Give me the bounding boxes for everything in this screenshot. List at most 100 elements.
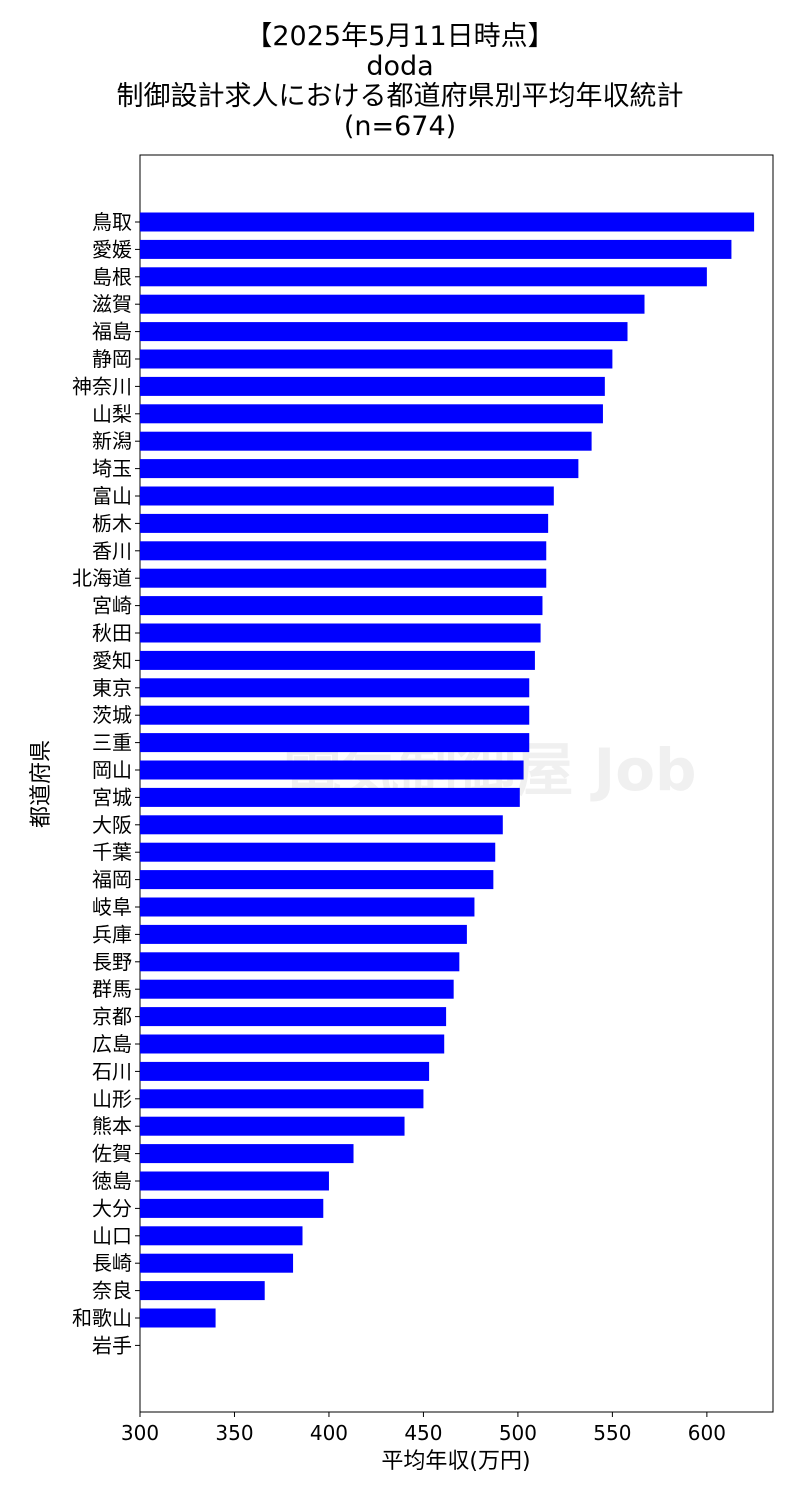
bar-29 bbox=[140, 979, 454, 999]
bar-2 bbox=[140, 239, 732, 259]
title-line-1: 【2025年5月11日時点】 bbox=[245, 21, 555, 52]
bar-31 bbox=[140, 1034, 445, 1054]
bar-25 bbox=[140, 870, 494, 890]
y-tick-label: 長野 bbox=[92, 950, 132, 974]
y-tick-label: 大分 bbox=[92, 1196, 132, 1220]
x-tick-labels: 300 350 400 450 500 550 600 bbox=[121, 1412, 726, 1445]
y-tick-label: 北海道 bbox=[72, 566, 132, 590]
y-tick-label: 島根 bbox=[92, 265, 132, 289]
bar-4 bbox=[140, 294, 645, 314]
y-tick-label: 香川 bbox=[92, 539, 132, 563]
y-tick-label: 群馬 bbox=[92, 977, 132, 1001]
y-tick-label: 千葉 bbox=[92, 840, 132, 864]
y-tick-label: 奈良 bbox=[92, 1279, 132, 1303]
y-tick-label: 富山 bbox=[92, 484, 132, 508]
bars bbox=[140, 212, 755, 1328]
x-tick-label: 550 bbox=[593, 1421, 631, 1445]
y-tick-label: 愛媛 bbox=[92, 237, 132, 261]
bar-6 bbox=[140, 349, 613, 369]
bar-40 bbox=[140, 1281, 265, 1301]
bar-20 bbox=[140, 733, 530, 753]
bar-36 bbox=[140, 1171, 329, 1191]
bar-30 bbox=[140, 1007, 447, 1027]
bar-37 bbox=[140, 1198, 324, 1218]
y-tick-label: 新潟 bbox=[92, 429, 132, 453]
y-tick-label: 大阪 bbox=[92, 813, 132, 837]
bar-7 bbox=[140, 376, 605, 396]
bar-5 bbox=[140, 322, 628, 342]
y-tick-label: 山口 bbox=[92, 1224, 132, 1248]
bar-23 bbox=[140, 815, 503, 835]
x-axis-label: 平均年収(万円) bbox=[381, 1449, 530, 1474]
title-line-4: (n=674) bbox=[343, 111, 457, 142]
y-tick-label: 広島 bbox=[92, 1032, 132, 1056]
bar-14 bbox=[140, 568, 547, 588]
bar-17 bbox=[140, 650, 535, 670]
title-line-2: doda bbox=[366, 51, 434, 82]
bar-26 bbox=[140, 897, 475, 917]
bar-32 bbox=[140, 1061, 430, 1081]
y-tick-label: 熊本 bbox=[92, 1114, 132, 1138]
y-tick-label: 栃木 bbox=[92, 511, 132, 535]
y-tick-label: 佐賀 bbox=[92, 1142, 132, 1166]
y-tick-label: 秋田 bbox=[92, 621, 132, 645]
bar-1 bbox=[140, 212, 755, 232]
y-tick-label: 神奈川 bbox=[72, 374, 132, 398]
bar-39 bbox=[140, 1253, 294, 1273]
y-tick-label: 鳥取 bbox=[92, 210, 132, 234]
y-tick-label: 福島 bbox=[92, 320, 132, 344]
x-tick-label: 500 bbox=[499, 1421, 537, 1445]
bar-24 bbox=[140, 842, 496, 862]
y-tick-label: 石川 bbox=[92, 1059, 132, 1083]
bar-38 bbox=[140, 1226, 303, 1246]
bar-33 bbox=[140, 1089, 424, 1109]
y-tick-label: 岐阜 bbox=[92, 895, 132, 919]
y-tick-label: 福岡 bbox=[92, 868, 132, 892]
bar-8 bbox=[140, 404, 603, 424]
y-tick-label: 山形 bbox=[92, 1087, 132, 1111]
bar-13 bbox=[140, 541, 547, 561]
y-tick-label: 宮崎 bbox=[92, 594, 132, 618]
bar-15 bbox=[140, 596, 543, 616]
x-tick-label: 600 bbox=[688, 1421, 726, 1445]
bar-3 bbox=[140, 267, 707, 287]
bar-22 bbox=[140, 787, 520, 807]
x-tick-label: 350 bbox=[215, 1421, 253, 1445]
title-line-3: 制御設計求人における都道府県別平均年収統計 bbox=[116, 81, 684, 112]
bar-27 bbox=[140, 924, 467, 944]
plot-frame bbox=[139, 154, 774, 1413]
y-tick-label: 和歌山 bbox=[72, 1306, 132, 1330]
y-tick-label: 滋賀 bbox=[92, 292, 132, 316]
y-tick-label: 三重 bbox=[92, 731, 132, 755]
y-tick-label: 長崎 bbox=[92, 1251, 132, 1275]
bar-9 bbox=[140, 431, 592, 451]
chart-title: 【2025年5月11日時点】 doda 制御設計求人における都道府県別平均年収統… bbox=[0, 22, 800, 142]
bar-19 bbox=[140, 705, 530, 725]
y-tick-label: 京都 bbox=[92, 1005, 132, 1029]
bar-10 bbox=[140, 459, 579, 479]
y-tick-label: 徳島 bbox=[92, 1169, 132, 1193]
bar-11 bbox=[140, 486, 554, 506]
y-tick-label: 岩手 bbox=[92, 1333, 132, 1357]
bar-34 bbox=[140, 1116, 405, 1136]
bar-18 bbox=[140, 678, 530, 698]
bar-35 bbox=[140, 1144, 354, 1164]
bar-12 bbox=[140, 513, 549, 533]
x-tick-label: 450 bbox=[404, 1421, 442, 1445]
y-tick-label: 山梨 bbox=[92, 402, 132, 426]
bar-41 bbox=[140, 1308, 216, 1328]
y-tick-labels: 鳥取愛媛島根滋賀福島静岡神奈川山梨新潟埼玉富山栃木香川北海道宮崎秋田愛知東京茨城… bbox=[72, 210, 140, 1357]
y-tick-label: 東京 bbox=[92, 676, 132, 700]
x-tick-label: 300 bbox=[121, 1421, 159, 1445]
y-tick-label: 愛知 bbox=[92, 648, 132, 672]
y-tick-label: 茨城 bbox=[92, 703, 132, 727]
bar-16 bbox=[140, 623, 541, 643]
y-tick-label: 岡山 bbox=[92, 758, 132, 782]
y-tick-label: 埼玉 bbox=[92, 457, 132, 481]
bar-21 bbox=[140, 760, 524, 780]
y-axis-label: 都道府県 bbox=[29, 740, 54, 828]
y-tick-label: 静岡 bbox=[92, 347, 132, 371]
bar-28 bbox=[140, 952, 460, 972]
x-tick-label: 400 bbox=[310, 1421, 348, 1445]
